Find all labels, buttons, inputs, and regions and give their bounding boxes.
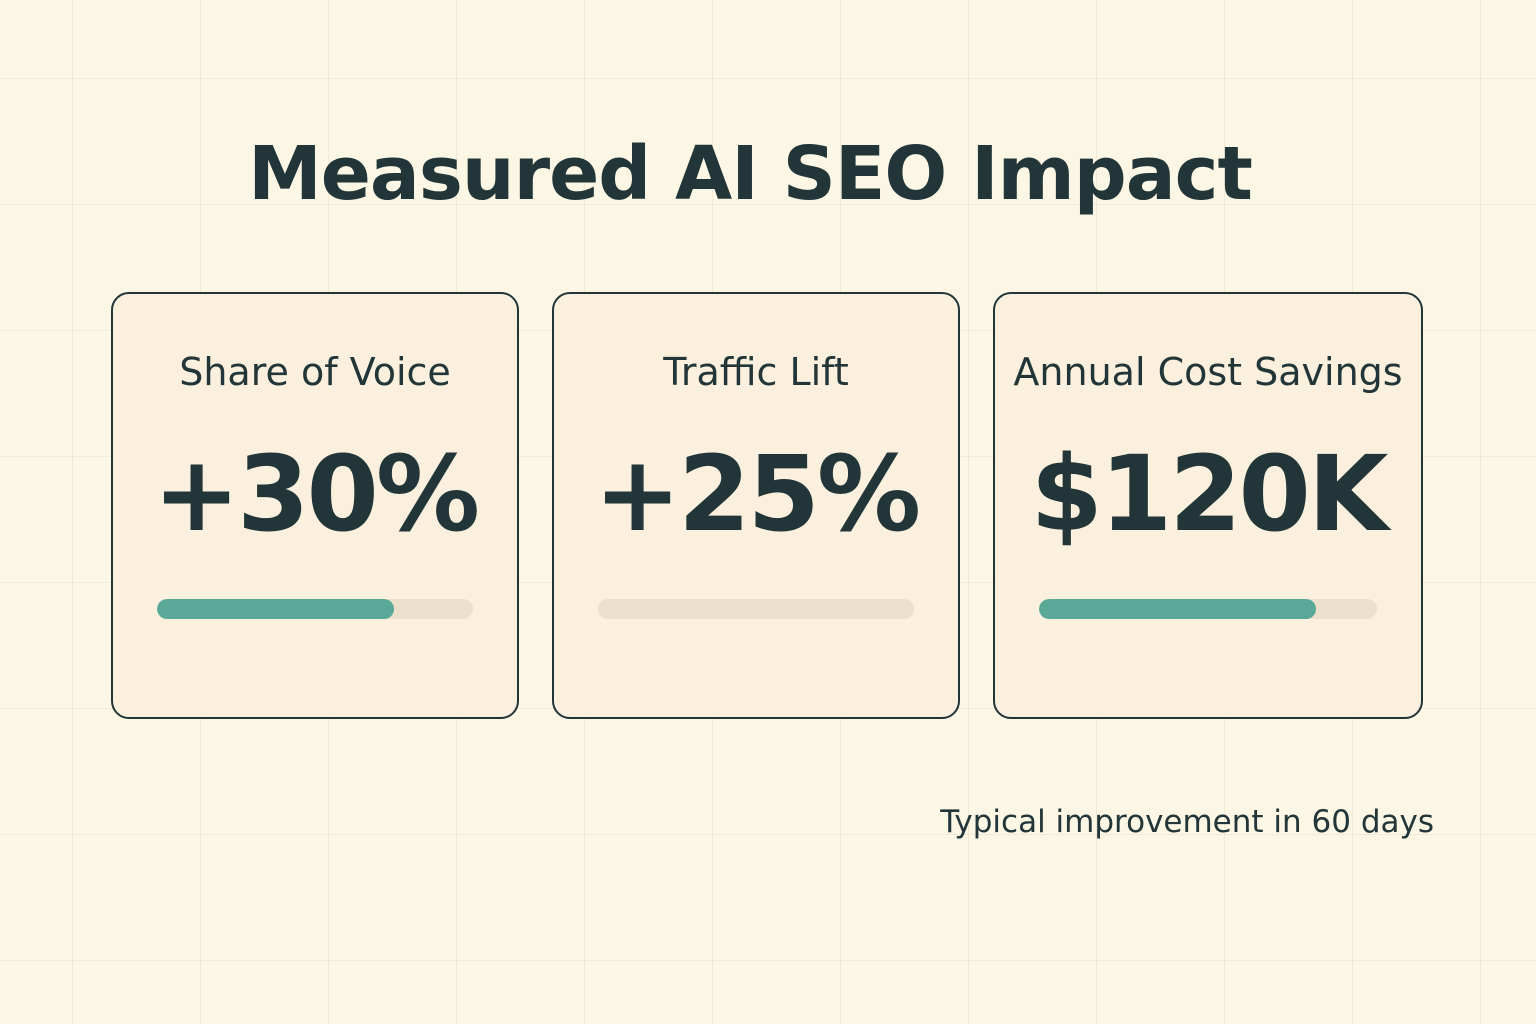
- metric-value: +25%: [593, 433, 921, 555]
- footnote: Typical improvement in 60 days: [940, 804, 1434, 840]
- metric-value: +30%: [152, 433, 480, 555]
- metric-value: $120K: [1030, 433, 1388, 555]
- metric-label: Share of Voice: [179, 350, 451, 394]
- progress-fill: [157, 599, 394, 619]
- progress-track: [598, 599, 914, 619]
- progress-fill: [1039, 599, 1317, 619]
- metric-card-annual-cost-savings: Annual Cost Savings $120K: [993, 292, 1423, 719]
- progress-track: [157, 599, 473, 619]
- metric-card-share-of-voice: Share of Voice +30%: [111, 292, 519, 719]
- metric-card-traffic-lift: Traffic Lift +25%: [552, 292, 960, 719]
- metric-label: Traffic Lift: [663, 350, 849, 394]
- progress-track: [1039, 599, 1377, 619]
- page-title: Measured AI SEO Impact: [248, 131, 1253, 217]
- metric-label: Annual Cost Savings: [1013, 350, 1403, 394]
